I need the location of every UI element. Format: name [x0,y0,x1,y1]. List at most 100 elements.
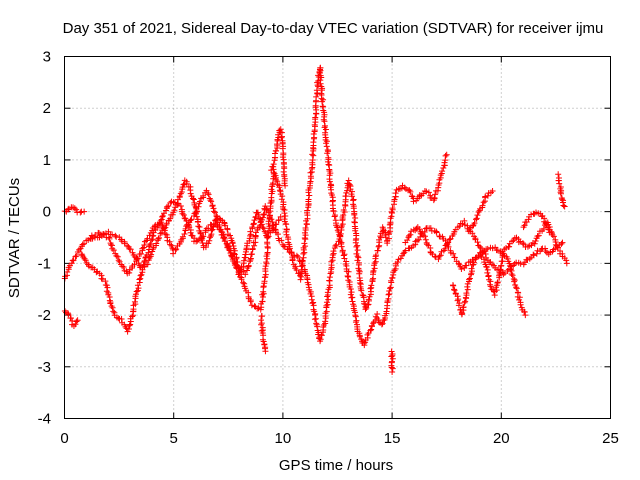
data-point [484,269,491,276]
data-point [228,252,235,259]
data-point [370,320,377,327]
data-point [404,237,411,244]
data-point [470,259,477,266]
data-point [509,238,516,245]
data-point [171,207,178,214]
data-point [516,294,523,301]
data-point [247,231,254,238]
data-point [206,237,213,244]
data-point [162,224,169,231]
data-point [388,348,395,355]
y-tick-label: -1 [38,255,51,272]
data-point [107,300,114,307]
data-point [361,340,368,347]
data-point [506,243,513,250]
data-point [496,271,503,278]
data-point [450,282,457,289]
data-point [363,304,370,311]
data-point [386,221,393,228]
data-point [197,198,204,205]
data-point [351,218,358,225]
data-point [435,256,442,263]
data-point [168,242,175,249]
data-point [466,275,473,282]
data-point [281,210,288,217]
series-K [465,187,496,235]
data-point [132,291,139,298]
y-tick-label: 3 [43,49,51,66]
data-point [267,200,274,207]
data-point [293,266,300,273]
series-E [87,187,284,277]
data-point [106,297,113,304]
data-point [310,299,317,306]
data-point [367,285,374,292]
data-point [473,215,480,222]
data-point [560,202,567,209]
data-point [347,291,354,298]
y-tick-label: -2 [38,307,51,324]
data-point [277,213,284,220]
data-point [332,242,339,249]
data-point [329,251,336,258]
data-point [540,225,547,232]
data-point [251,217,258,224]
data-point [275,216,282,223]
data-point [513,285,520,292]
data-point [249,224,256,231]
data-point [106,235,113,242]
data-point [474,212,481,219]
data-point [521,308,528,315]
data-point [293,252,300,259]
data-point [258,313,265,320]
data-point [205,191,212,198]
data-point [391,196,398,203]
data-point [479,202,486,209]
data-point [281,180,288,187]
data-point [352,319,359,326]
data-point [519,240,526,247]
data-point [242,251,249,258]
data-point [340,252,347,259]
data-point [408,228,415,235]
data-point [468,265,475,272]
data-point [347,285,354,292]
data-point [379,224,386,231]
data-point [459,220,466,227]
data-point [442,152,449,159]
data-point [455,302,462,309]
data-point [212,209,219,216]
data-point [545,226,552,233]
data-point [318,74,325,81]
data-point [131,261,138,268]
data-point [301,240,308,247]
data-point [552,245,559,252]
data-point [353,243,360,250]
data-point [237,266,244,273]
data-point [317,80,324,87]
data-point [172,246,179,253]
data-point [195,203,202,210]
data-point [322,126,329,133]
data-point [459,310,466,317]
data-point [137,250,144,257]
data-point [320,321,327,328]
data-point [307,169,314,176]
data-point [73,206,80,213]
data-point [497,266,504,273]
data-point [71,205,78,212]
data-point [344,273,351,280]
data-point [484,245,491,252]
x-tick-label: 0 [60,430,68,447]
data-point [268,216,275,223]
data-point [314,323,321,330]
y-axis-label: SDTVAR / TECUs [6,178,23,298]
data-point [129,313,136,320]
data-point [102,278,109,285]
data-point [542,248,549,255]
data-point [79,241,86,248]
data-point [233,264,240,271]
data-point [187,217,194,224]
data-point [302,243,309,250]
